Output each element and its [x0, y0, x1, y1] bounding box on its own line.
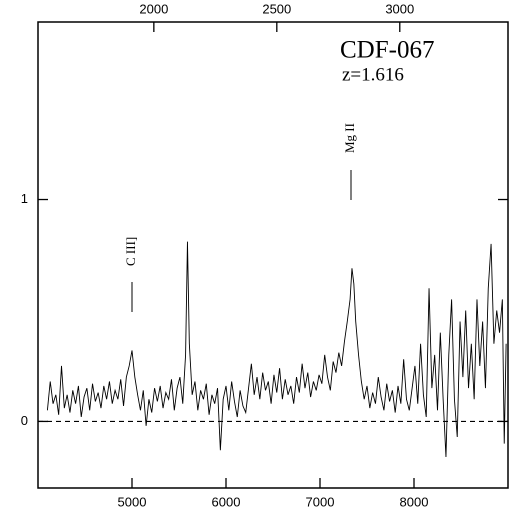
x-tick-label: 6000 [212, 494, 241, 509]
chart-subtitle: z=1.616 [342, 64, 404, 85]
annotation-label: C III] [123, 237, 138, 266]
x-tick-label: 7000 [306, 494, 335, 509]
spectrum-line [46, 241, 507, 457]
plot-frame [37, 21, 509, 489]
chart-title: CDF-067 [340, 37, 434, 64]
annotation-label: Mg II [342, 123, 357, 153]
x2-tick-label: 2500 [262, 1, 291, 16]
y-tick-label: 1 [21, 191, 28, 206]
y-tick-label: 0 [21, 413, 28, 428]
x-tick-label: 8000 [400, 494, 429, 509]
x-tick-label: 5000 [118, 494, 147, 509]
x2-tick-label: 3000 [385, 1, 414, 16]
x2-tick-label: 2000 [139, 1, 168, 16]
